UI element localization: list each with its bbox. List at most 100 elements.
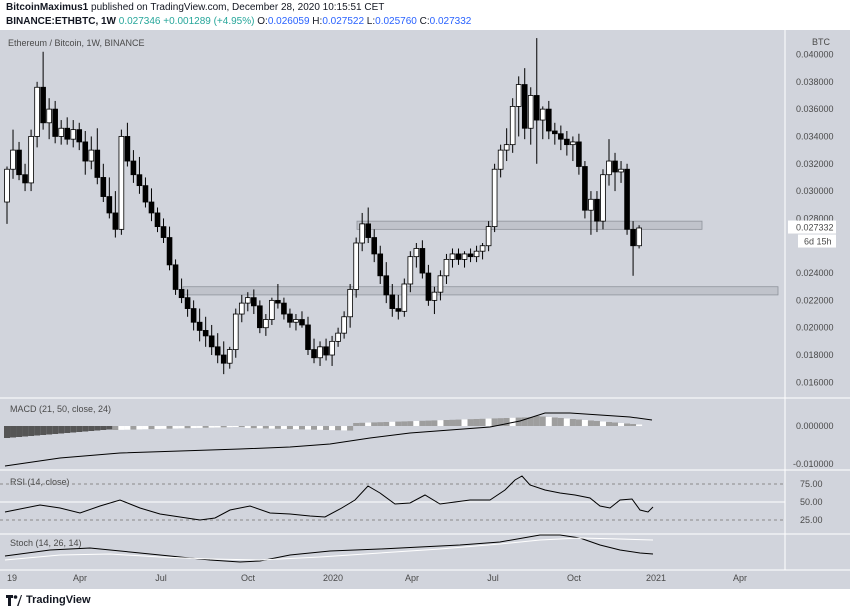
macd-bar [503,418,510,426]
macd-bar [214,426,221,428]
macd-bar [467,419,474,426]
macd-bar [407,421,414,426]
candle [112,191,119,238]
macd-bar [443,420,450,426]
macd-bar [130,426,137,430]
low-label: L: [364,16,376,27]
price-tick: 0.022000 [796,295,834,305]
macd-bar [311,426,318,430]
macd-bar [256,426,263,429]
candle-body-down [202,330,209,337]
countdown-value: 6d 15h [804,237,832,247]
candle-body-up [4,168,10,203]
macd-bar [425,420,432,426]
rsi-title: RSI (14, close) [10,477,70,487]
candle-body-down [425,272,432,301]
macd-bar [377,422,384,426]
candle [190,300,197,331]
candle [70,120,77,148]
candle-body-down [112,212,119,230]
price-tick: 0.016000 [796,377,834,387]
candle-body-down [564,138,570,146]
candle-body-down [630,228,636,247]
high-label: H: [309,16,323,27]
candle [160,218,167,244]
candle [299,311,305,328]
macd-bar [419,420,426,426]
close-value: 0.027332 [429,16,472,27]
candle [251,289,257,315]
candle [570,136,576,162]
candle-body-up [509,106,516,146]
candle [148,188,155,222]
candle-body-up [443,258,450,277]
candle-body-up [269,299,275,320]
price-tick: 0.018000 [796,350,834,360]
price-tick: 0.036000 [796,104,834,114]
candle [305,316,311,356]
price-tick: 0.028000 [796,213,834,223]
stoch-k-line [4,534,654,563]
candle [58,120,64,145]
rsi-tick-75: 75.00 [800,479,823,489]
candle [287,308,293,328]
macd-bar [112,426,119,430]
candle-body-up [431,291,438,301]
price-tick: 0.030000 [796,186,834,196]
candle-body-up [293,319,299,323]
candle [419,240,426,279]
candle [257,300,263,334]
candlestick-series [4,38,642,375]
tradingview-logo-icon [6,595,22,606]
open-value: 0.026059 [267,16,310,27]
candle-body-up [515,84,522,107]
last-price: 0.027346 [116,16,161,27]
rsi-tick-25: 25.00 [800,515,823,525]
macd-bar [587,420,594,426]
candle-body-up [341,316,347,334]
candle [16,141,22,181]
macd-bar [202,426,209,428]
macd-bar [262,426,269,429]
candle [22,163,28,192]
candle-body-down [214,346,221,356]
candle [582,161,588,219]
macd-bar [136,426,143,430]
macd-bar [401,421,408,426]
candle-body-up [527,95,534,129]
author-name[interactable]: BitcoinMaximus1 [6,2,89,13]
candle [479,243,486,260]
candle-body-up [413,248,420,258]
macd-bar [16,426,23,437]
candle-body-down [106,196,113,214]
macd-bar [365,422,372,426]
time-tick: Jul [155,573,167,583]
rsi-tick-50: 50.00 [800,497,823,507]
candle [383,262,390,304]
tradingview-brand[interactable]: TradingView [26,594,91,606]
macd-bar [220,426,227,428]
candle-body-up [70,129,77,140]
candle-body-up [636,227,642,247]
candle [600,169,606,230]
macd-line [4,412,653,467]
candle-body-down [52,108,58,137]
candle [365,207,371,244]
macd-bar [250,426,257,429]
publish-info: published on TradingView.com, December 2… [88,2,385,13]
chart-area[interactable]: Ethereum / Bitcoin, 1W, BINANCE BTC 0.04… [0,30,850,589]
candle-body-down [612,160,618,173]
candle [533,38,540,164]
macd-bar [515,417,522,426]
candle [293,314,299,331]
candle [594,191,600,233]
macd-bar [329,426,336,431]
candle-body-up [335,332,341,342]
macd-bar [557,418,564,426]
candle [636,225,642,249]
candle [497,144,504,178]
candle [347,283,353,328]
candle [226,346,233,369]
chart-header: BitcoinMaximus1 published on TradingView… [0,0,850,30]
candle [263,314,269,336]
